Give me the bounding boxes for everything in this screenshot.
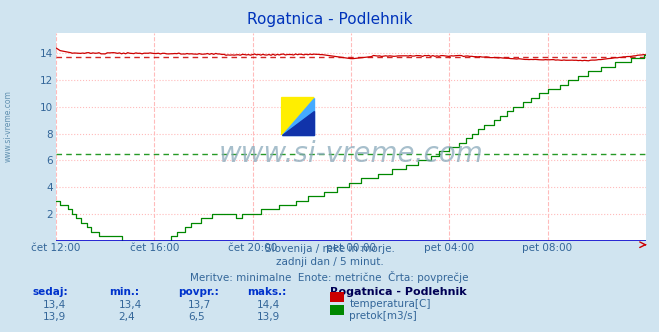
Text: www.si-vreme.com: www.si-vreme.com [3, 90, 13, 162]
Text: maks.:: maks.: [247, 287, 287, 297]
Text: Meritve: minimalne  Enote: metrične  Črta: povprečje: Meritve: minimalne Enote: metrične Črta:… [190, 271, 469, 283]
Polygon shape [281, 98, 314, 135]
Text: Slovenija / reke in morje.: Slovenija / reke in morje. [264, 244, 395, 254]
Text: min.:: min.: [109, 287, 139, 297]
Text: zadnji dan / 5 minut.: zadnji dan / 5 minut. [275, 257, 384, 267]
Text: 13,4: 13,4 [119, 300, 142, 310]
Text: 13,9: 13,9 [257, 312, 280, 322]
Text: povpr.:: povpr.: [178, 287, 219, 297]
Text: 14,4: 14,4 [257, 300, 280, 310]
Text: 13,4: 13,4 [43, 300, 66, 310]
Text: Rogatnica - Podlehnik: Rogatnica - Podlehnik [330, 287, 466, 297]
Text: 6,5: 6,5 [188, 312, 204, 322]
Text: temperatura[C]: temperatura[C] [349, 299, 431, 309]
Text: Rogatnica - Podlehnik: Rogatnica - Podlehnik [246, 12, 413, 27]
Polygon shape [281, 111, 314, 135]
Text: 2,4: 2,4 [119, 312, 135, 322]
Text: sedaj:: sedaj: [33, 287, 69, 297]
Polygon shape [281, 98, 314, 135]
Text: www.si-vreme.com: www.si-vreme.com [219, 139, 483, 168]
Text: pretok[m3/s]: pretok[m3/s] [349, 311, 417, 321]
Text: 13,7: 13,7 [188, 300, 211, 310]
Text: 13,9: 13,9 [43, 312, 66, 322]
